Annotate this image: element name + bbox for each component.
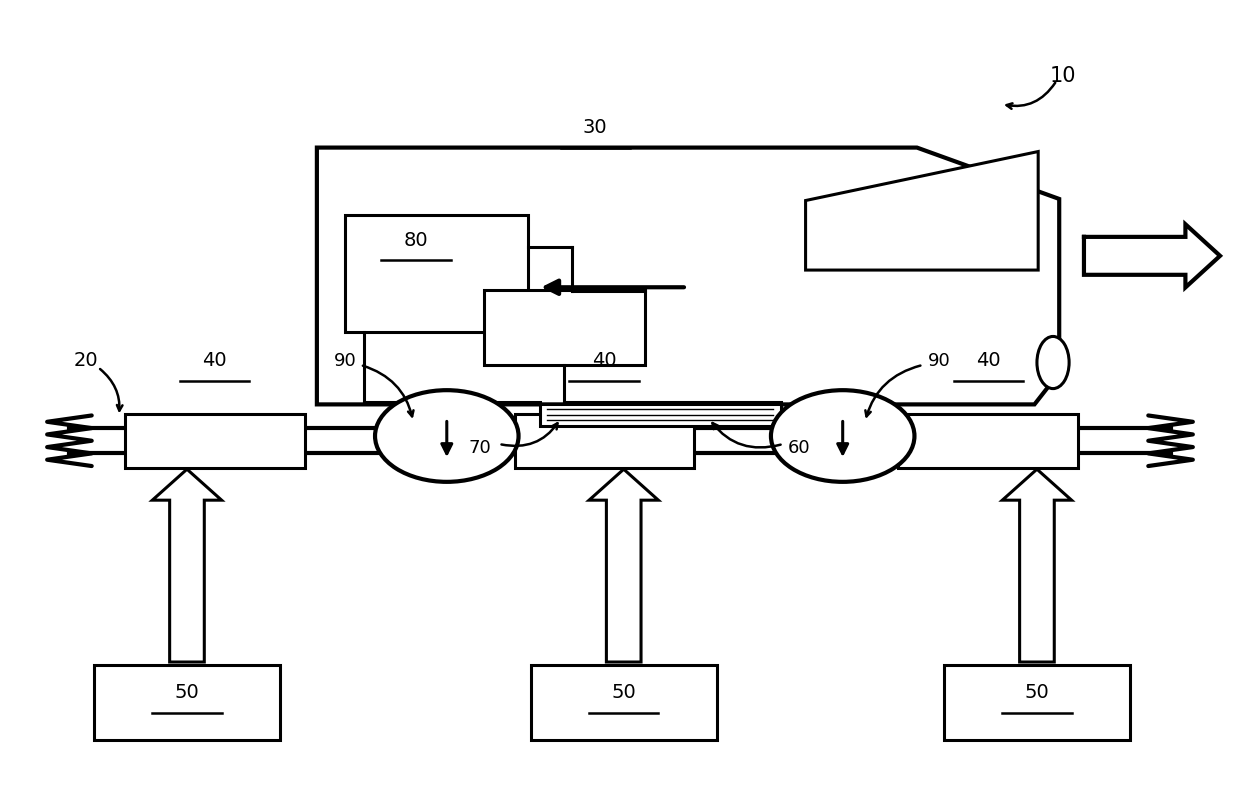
Text: 50: 50 bbox=[611, 684, 636, 703]
Text: 80: 80 bbox=[403, 231, 428, 250]
Text: 60: 60 bbox=[789, 439, 811, 457]
Polygon shape bbox=[153, 469, 222, 662]
Text: 50: 50 bbox=[1024, 684, 1049, 703]
Text: 40: 40 bbox=[591, 351, 616, 370]
Text: 70: 70 bbox=[469, 439, 491, 457]
Circle shape bbox=[771, 390, 914, 482]
Text: 20: 20 bbox=[73, 351, 98, 370]
Bar bbox=[539, 404, 781, 426]
Polygon shape bbox=[1084, 224, 1220, 287]
Bar bbox=[345, 215, 528, 331]
Text: 40: 40 bbox=[976, 351, 1001, 370]
Text: 10: 10 bbox=[1050, 67, 1076, 86]
Polygon shape bbox=[1002, 469, 1071, 662]
Bar bbox=[944, 665, 1130, 740]
Polygon shape bbox=[317, 147, 1059, 404]
Circle shape bbox=[374, 390, 518, 482]
Polygon shape bbox=[806, 151, 1038, 270]
Text: 90: 90 bbox=[928, 352, 951, 370]
Bar bbox=[94, 665, 280, 740]
Text: 30: 30 bbox=[583, 118, 608, 137]
Text: 40: 40 bbox=[202, 351, 227, 370]
Text: 50: 50 bbox=[175, 684, 200, 703]
Bar bbox=[515, 414, 694, 468]
Bar bbox=[125, 414, 305, 468]
Ellipse shape bbox=[1037, 336, 1069, 389]
Bar bbox=[531, 665, 717, 740]
Bar bbox=[898, 414, 1078, 468]
Text: 90: 90 bbox=[334, 352, 357, 370]
Polygon shape bbox=[589, 469, 658, 662]
Bar bbox=[484, 289, 645, 365]
